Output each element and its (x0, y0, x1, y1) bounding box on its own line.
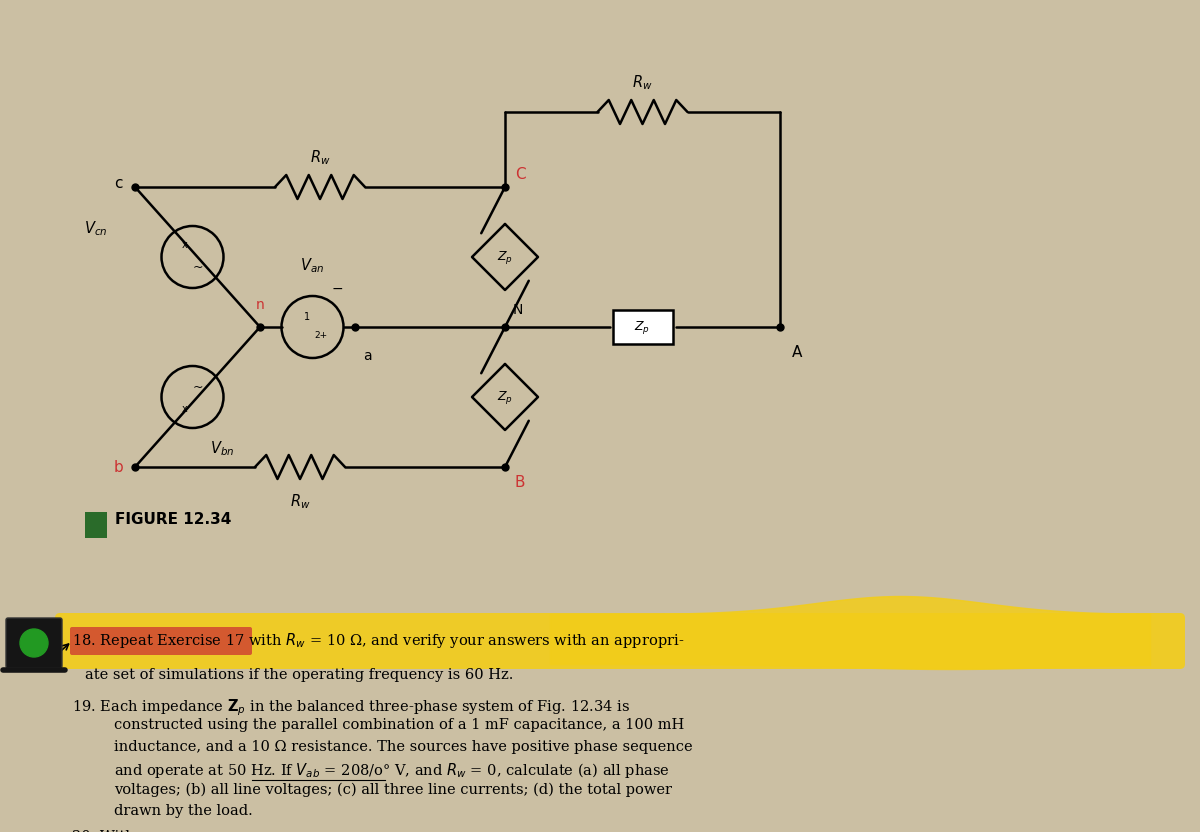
Text: $R_w$: $R_w$ (289, 492, 311, 511)
Text: $Z_p$: $Z_p$ (635, 319, 650, 335)
Text: C: C (515, 167, 526, 182)
Text: A: A (792, 345, 803, 360)
Bar (612, 310, 672, 344)
Text: $V_{bn}$: $V_{bn}$ (210, 439, 235, 458)
Text: $Z_p$: $Z_p$ (497, 249, 514, 265)
Text: b: b (113, 459, 124, 474)
Text: $R_w$: $R_w$ (632, 73, 653, 92)
Text: 2+: 2+ (314, 330, 328, 339)
Text: 1: 1 (305, 312, 311, 322)
Text: ~: ~ (192, 380, 203, 394)
Text: −: − (331, 282, 343, 296)
Text: ate set of simulations if the operating frequency is 60 Hz.: ate set of simulations if the operating … (85, 668, 514, 682)
Text: 19. Each impedance $\mathbf{Z}_p$ in the balanced three-phase system of Fig. 12.: 19. Each impedance $\mathbf{Z}_p$ in the… (72, 697, 630, 717)
Text: a: a (364, 349, 372, 363)
Circle shape (20, 629, 48, 657)
FancyBboxPatch shape (6, 618, 62, 668)
Text: N: N (514, 303, 523, 317)
Text: $R_w$: $R_w$ (310, 148, 330, 167)
Text: voltages; (b) all line voltages; (c) all three line currents; (d) the total powe: voltages; (b) all line voltages; (c) all… (114, 783, 672, 797)
Text: drawn by the load.: drawn by the load. (114, 805, 253, 819)
FancyBboxPatch shape (55, 613, 1186, 669)
Text: inductance, and a 10 Ω resistance. The sources have positive phase sequence: inductance, and a 10 Ω resistance. The s… (114, 740, 692, 754)
Text: $V_{an}$: $V_{an}$ (300, 256, 324, 275)
Text: $Z_p$: $Z_p$ (497, 389, 514, 405)
Text: constructed using the parallel combination of a 1 mF capacitance, a 100 mH: constructed using the parallel combinati… (114, 719, 684, 732)
Text: B: B (515, 475, 526, 490)
Text: FIGURE 12.34: FIGURE 12.34 (115, 513, 232, 527)
Text: x: x (181, 240, 187, 250)
Text: n: n (256, 298, 264, 312)
Text: $V_{cn}$: $V_{cn}$ (84, 220, 107, 238)
Text: 20. With: 20. With (72, 830, 134, 832)
Text: 18. Repeat Exercise 17 with $R_w$ = 10 Ω, and verify your answers with an approp: 18. Repeat Exercise 17 with $R_w$ = 10 Ω… (72, 631, 684, 650)
Text: x: x (181, 404, 187, 414)
Text: ~: ~ (192, 260, 203, 274)
Text: and operate at 50 Hz. If $V_{ab}$ = 208/ο° V, and $R_w$ = 0, calculate (a) all p: and operate at 50 Hz. If $V_{ab}$ = 208/… (114, 761, 670, 780)
Bar (85, 512, 107, 538)
Text: c: c (114, 176, 124, 191)
FancyBboxPatch shape (70, 627, 252, 655)
